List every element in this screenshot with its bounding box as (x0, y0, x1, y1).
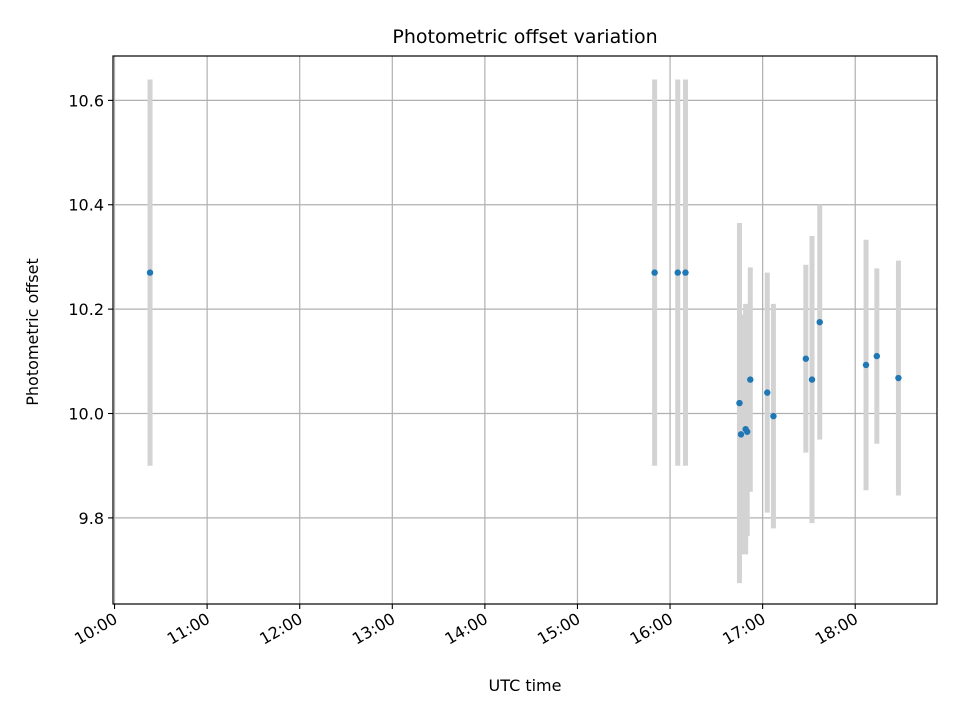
data-point (682, 269, 689, 276)
data-points (146, 269, 902, 438)
y-axis-label: Photometric offset (23, 258, 42, 406)
data-point (674, 269, 681, 276)
plot-frame (112, 55, 938, 605)
chart-title: Photometric offset variation (392, 26, 657, 48)
y-tick-label: 9.8 (79, 509, 104, 528)
y-tick-label: 10.4 (68, 196, 104, 215)
data-point (737, 431, 745, 438)
grid-lines (113, 56, 937, 604)
y-tick-label: 10.2 (68, 300, 104, 319)
y-axis-ticks: 9.8 10.0 10.2 10.4 10.6 (68, 91, 113, 528)
data-point (651, 269, 658, 276)
data-point (808, 376, 816, 383)
data-point (747, 376, 754, 383)
y-tick-label: 10.0 (68, 405, 104, 424)
x-axis-label: UTC time (489, 676, 562, 695)
data-point (736, 399, 743, 407)
y-tick-label: 10.6 (68, 91, 104, 110)
data-point (862, 361, 870, 369)
data-point (744, 428, 751, 435)
data-point (764, 389, 771, 396)
data-point (802, 355, 810, 362)
data-point (770, 412, 777, 420)
data-point (816, 318, 823, 326)
data-point (146, 269, 154, 276)
data-point (873, 352, 881, 360)
data-point (895, 374, 902, 382)
